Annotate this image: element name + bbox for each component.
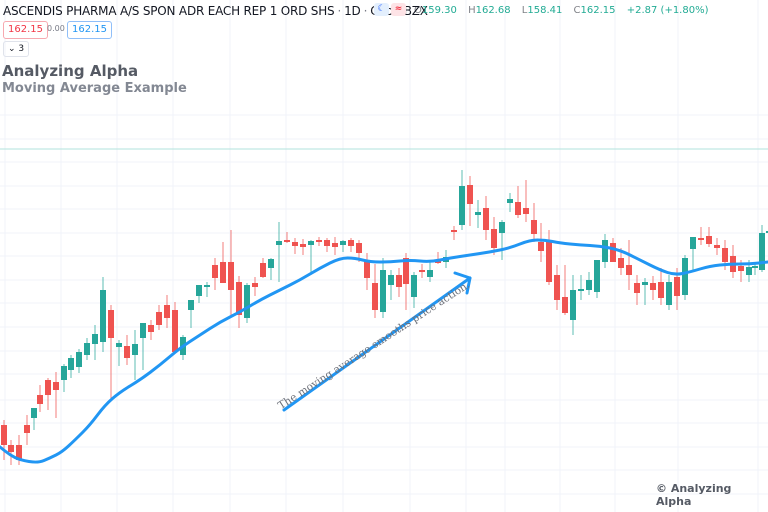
- chevron-down-icon: ⌄: [8, 44, 16, 54]
- annotation-arrow-icon: [282, 271, 472, 412]
- interval[interactable]: 1D: [344, 4, 361, 18]
- sell-button[interactable]: 162.15: [3, 21, 48, 39]
- indicators-toggle-button[interactable]: ⌄ 3: [3, 41, 30, 57]
- header-icons: ☾ ≈: [374, 3, 406, 16]
- close-value: 162.15: [580, 5, 616, 16]
- moon-icon[interactable]: ☾: [374, 3, 389, 16]
- ohlc-values: O159.30 H162.68 L158.41 C162.15 +2.87 (+…: [414, 5, 709, 16]
- chart-title: Analyzing Alpha: [2, 62, 139, 80]
- moving-average-line: [0, 238, 768, 464]
- high-value: 162.68: [475, 5, 511, 16]
- copyright-watermark: © Analyzing Alpha: [656, 482, 732, 508]
- buy-button[interactable]: 162.15: [67, 21, 112, 39]
- symbol-header: ASCENDIS PHARMA A/S SPON ADR EACH REP 1 …: [3, 4, 428, 18]
- open-value: 159.30: [421, 5, 457, 16]
- candlestick-series: [1, 170, 768, 465]
- indicator-count: 3: [18, 44, 25, 54]
- spread-value: 0.00: [47, 24, 65, 33]
- symbol-name[interactable]: ASCENDIS PHARMA A/S SPON ADR EACH REP 1 …: [3, 4, 335, 18]
- low-value: 158.41: [527, 5, 563, 16]
- wave-icon[interactable]: ≈: [391, 3, 406, 16]
- chart-subtitle: Moving Average Example: [2, 81, 187, 96]
- change-value: +2.87 (+1.80%): [626, 5, 709, 16]
